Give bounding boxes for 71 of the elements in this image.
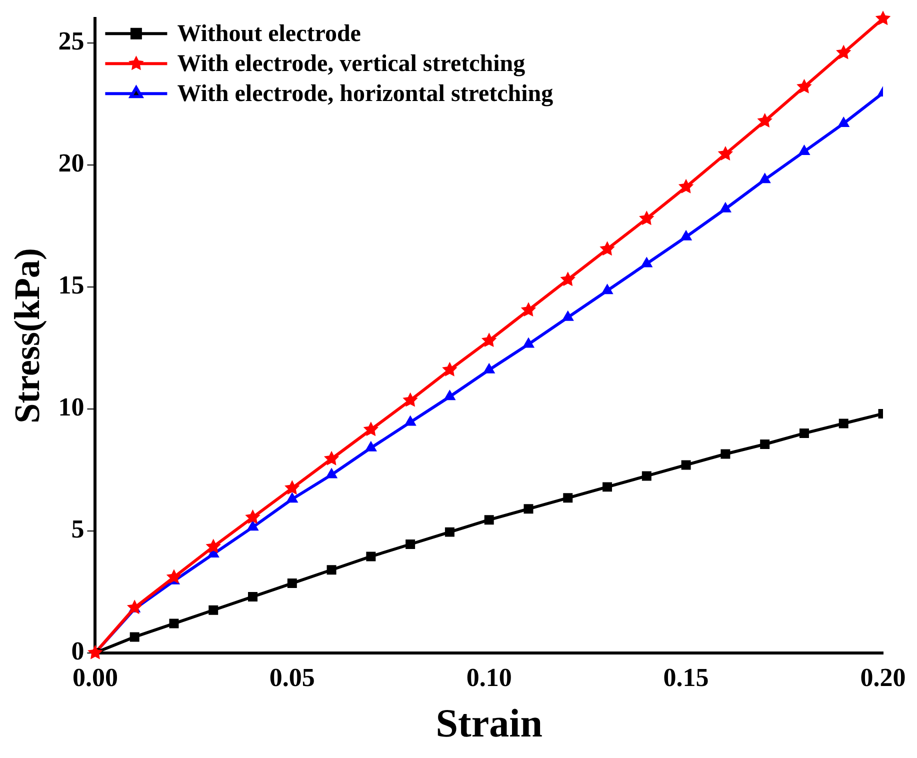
point xyxy=(678,178,694,194)
point xyxy=(88,644,103,660)
point xyxy=(520,302,536,317)
y-tick-label: 25 xyxy=(58,26,84,56)
point xyxy=(248,592,258,602)
point xyxy=(404,416,416,426)
point xyxy=(324,450,340,466)
point xyxy=(718,146,734,160)
y-tick-label: 10 xyxy=(58,392,84,422)
point xyxy=(245,509,260,524)
point xyxy=(600,241,615,256)
point xyxy=(442,362,458,376)
point xyxy=(680,230,692,240)
point xyxy=(366,552,376,562)
point xyxy=(444,390,456,400)
point xyxy=(406,540,416,549)
x-tick-label: 0.05 xyxy=(269,663,315,692)
point xyxy=(560,272,576,286)
point xyxy=(798,145,810,156)
y-tick-label: 0 xyxy=(71,636,84,666)
x-tick-label: 0.20 xyxy=(860,663,906,692)
point xyxy=(640,257,652,268)
point xyxy=(483,363,495,374)
legend-label: Without electrode xyxy=(177,20,362,47)
x-tick-label: 0.00 xyxy=(72,663,118,692)
y-tick-label: 5 xyxy=(71,514,84,544)
point xyxy=(326,565,336,575)
y-axis-title: Stress(kPa) xyxy=(6,248,47,424)
point xyxy=(481,332,497,348)
legend-label: With electrode, vertical stretching xyxy=(177,50,526,77)
point xyxy=(838,418,848,428)
point xyxy=(284,480,300,495)
point xyxy=(326,468,338,478)
point xyxy=(602,284,613,294)
y-tick-label: 15 xyxy=(58,270,84,300)
point xyxy=(206,538,221,554)
point xyxy=(875,10,891,26)
point xyxy=(444,527,454,537)
point xyxy=(484,515,494,525)
point xyxy=(562,310,574,321)
point xyxy=(836,44,852,60)
point xyxy=(799,428,809,438)
point xyxy=(757,113,772,128)
point xyxy=(247,520,258,531)
point xyxy=(642,471,652,481)
point xyxy=(363,422,379,436)
point xyxy=(681,460,691,470)
point xyxy=(169,618,179,628)
point xyxy=(365,441,377,452)
point xyxy=(759,173,771,184)
x-axis-title: Strain xyxy=(436,700,542,746)
point xyxy=(720,202,732,212)
point xyxy=(402,392,418,407)
point xyxy=(602,482,612,492)
point xyxy=(838,116,850,127)
point xyxy=(287,578,297,588)
y-tick-label: 20 xyxy=(58,148,84,178)
legend-label: With electrode, horizontal stretching xyxy=(177,80,554,107)
point xyxy=(130,632,140,642)
x-tick-label: 0.10 xyxy=(466,663,512,692)
point xyxy=(208,605,218,615)
point xyxy=(166,569,182,584)
point xyxy=(286,492,298,503)
point xyxy=(720,449,730,459)
point xyxy=(522,338,534,348)
x-tick-label: 0.15 xyxy=(663,663,709,692)
point xyxy=(760,440,770,449)
point xyxy=(796,78,812,94)
point xyxy=(639,210,654,226)
point xyxy=(563,493,573,503)
point xyxy=(524,504,534,514)
